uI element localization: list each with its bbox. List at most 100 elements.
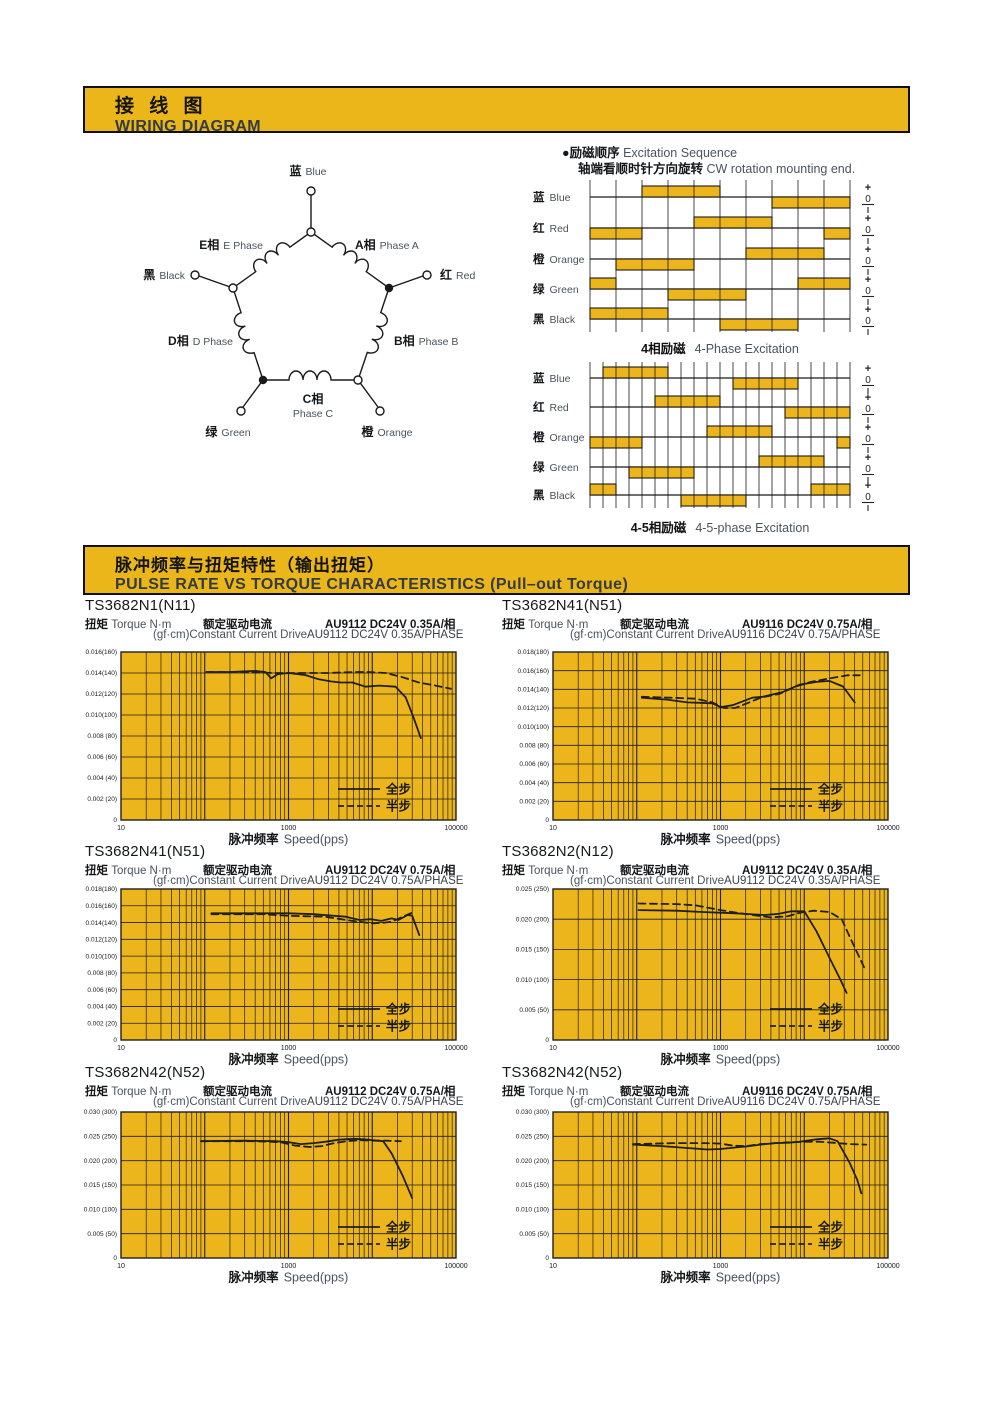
phase-label-c: C相 — [303, 391, 324, 406]
red-terminal — [422, 270, 432, 280]
y-tick-label: 0 — [545, 1037, 549, 1044]
x-tick-label: 1000 — [713, 825, 729, 832]
blue-terminal — [306, 186, 316, 196]
legend-label: 全步 — [817, 1220, 843, 1235]
junction-node — [306, 227, 316, 237]
x-tick-label: 10 — [549, 1045, 557, 1052]
level-plus-mark: + — [865, 244, 871, 256]
excitation-bar-plus — [758, 455, 825, 468]
x-tick-label: 1000 — [281, 1263, 297, 1270]
torque-chart-ts3682n42b: 0.030 (300) 0.025 (250) 0.020 (200) 0.015 (… — [512, 1104, 912, 1297]
torque-chart-svg: 0.018(180) 0.016(160) 0.014(140) 0.012(120)… — [518, 649, 900, 846]
timing-row-label: 橙 Orange — [533, 430, 585, 444]
excitation-bar-plus — [810, 483, 851, 496]
chart-title: TS3682N1(N11) — [85, 597, 196, 614]
excitation-bar-minus — [771, 196, 851, 209]
chart-title: TS3682N2(N12) — [502, 843, 614, 860]
x-axis-title: 脉冲频率 Speed(pps) — [660, 1270, 781, 1285]
terminal-label-red: 红 Red — [440, 267, 475, 282]
level-plus-mark: + — [865, 422, 871, 434]
y-tick-label: 0.015 (150) — [84, 1182, 117, 1189]
pentagon-wiring-diagram: 蓝 Blue 黑 Black 红 Red 绿 Green 橙 Orange E相 E Phase A相 P… — [100, 148, 520, 478]
timing-row-label: 绿 Green — [533, 460, 579, 474]
legend-label: 半步 — [386, 799, 411, 814]
terminal-label-green: 绿 Green — [205, 424, 250, 439]
black-terminal — [190, 270, 200, 280]
excitation-bar-plus — [745, 247, 825, 260]
y-tick-label: 0.010(100) — [518, 724, 549, 731]
level-zero-mark: 0 — [865, 194, 871, 205]
x-tick-label: 10 — [117, 1263, 125, 1270]
y-tick-label: 0.016(160) — [86, 649, 117, 656]
y-tick-label: 0.020 (200) — [516, 916, 549, 923]
chart-header-0: TS3682N1(N11) 扭矩 Torque N·m 额定驱动电流 AU911… — [85, 597, 497, 641]
level-plus-mark: + — [865, 182, 871, 194]
excitation-bar-minus — [732, 377, 799, 390]
terminal-label-blue: 蓝 Blue — [289, 163, 326, 178]
x-tick-label: 100000 — [444, 1045, 467, 1052]
y-tick-label: 0.025 (250) — [516, 1134, 549, 1141]
y-tick-label: 0.004 (40) — [87, 775, 117, 782]
level-zero-mark: 0 — [865, 256, 871, 267]
chart-header-3: TS3682N2(N12) 扭矩 Torque N·m 额定驱动电流 AU911… — [502, 843, 914, 887]
y-tick-label: 0.004 (40) — [519, 780, 549, 787]
x-tick-label: 1000 — [713, 1263, 729, 1270]
junction-node — [353, 375, 363, 385]
excitation-bar-minus — [615, 258, 695, 271]
phase-coil — [310, 231, 390, 289]
level-plus-mark: + — [865, 363, 871, 375]
y-tick-label: 0.006 (60) — [87, 987, 117, 994]
y-tick-label: 0.030 (300) — [516, 1109, 549, 1116]
y-tick-label: 0.015 (150) — [516, 947, 549, 954]
y-tick-label: 0 — [113, 817, 117, 824]
chart-title: TS3682N41(N51) — [502, 597, 623, 614]
junction-node — [228, 283, 238, 293]
phase-coil — [232, 231, 312, 289]
legend-label: 半步 — [386, 1019, 411, 1034]
timing-row-label: 黑 Black — [533, 489, 576, 502]
phase-coil — [232, 287, 264, 380]
svg-text:Phase C: Phase C — [293, 408, 334, 420]
legend-label: 全步 — [385, 1002, 411, 1017]
timing-row-label: 蓝 Blue — [533, 371, 571, 385]
curve-half-step — [200, 1139, 402, 1148]
y-tick-label: 0.002 (20) — [519, 799, 549, 806]
x-tick-label: 1000 — [281, 1045, 297, 1052]
excitation-sequence-title: ●励磁顺序 Excitation Sequence — [562, 146, 738, 160]
y-tick-label: 0.018(180) — [86, 886, 117, 893]
x-tick-label: 10 — [117, 1045, 125, 1052]
excitation-bar-minus — [680, 494, 747, 507]
pulse-banner-title-cn: 脉冲频率与扭矩特性（输出扭矩） — [115, 556, 385, 575]
y-tick-label: 0 — [113, 1037, 117, 1044]
excitation-bar-plus — [589, 307, 669, 320]
x-tick-label: 10 — [549, 825, 557, 832]
terminal-label-orange: 橙 Orange — [361, 424, 412, 439]
legend-label: 全步 — [817, 782, 843, 797]
excitation-bar-plus — [589, 277, 617, 290]
level-zero-mark: 0 — [865, 404, 871, 415]
y-tick-label: 0 — [545, 1255, 549, 1262]
y-tick-label: 0 — [545, 817, 549, 824]
y-tick-label: 0.010(100) — [86, 953, 117, 960]
x-tick-label: 100000 — [444, 1263, 467, 1270]
y-tick-label: 0.025 (250) — [84, 1134, 117, 1141]
curve-half-step — [205, 671, 452, 690]
level-plus-mark: + — [865, 274, 871, 286]
y-tick-label: 0.015 (150) — [516, 1182, 549, 1189]
chart-header-5: TS3682N42(N52) 扭矩 Torque N·m 额定驱动电流 AU91… — [502, 1064, 914, 1108]
y-tick-label: 0.006 (60) — [519, 761, 549, 768]
y-tick-label: 0.012(120) — [86, 691, 117, 698]
chart-header-1: TS3682N41(N51) 扭矩 Torque N·m 额定驱动电流 AU91… — [502, 597, 914, 641]
phase-label-e: E相 E Phase — [199, 237, 263, 252]
level-zero-mark: 0 — [865, 492, 871, 503]
curve-full-step — [637, 909, 848, 994]
bullet-icon: ● — [562, 146, 570, 160]
torque-chart-svg: 0.025 (250) 0.020 (200) 0.015 (150) 0.010 (… — [516, 886, 900, 1066]
excitation-bar-plus — [602, 366, 669, 379]
y-tick-label: 0 — [113, 1255, 117, 1262]
level-zero-mark: 0 — [865, 464, 871, 475]
wiring-diagram-banner: 接 线 图 WIRING DIAGRAM — [83, 86, 910, 135]
legend-label: 全步 — [385, 782, 411, 797]
wiring-banner-title-en: WIRING DIAGRAM — [115, 118, 262, 135]
excitation-bar-minus — [719, 318, 799, 331]
